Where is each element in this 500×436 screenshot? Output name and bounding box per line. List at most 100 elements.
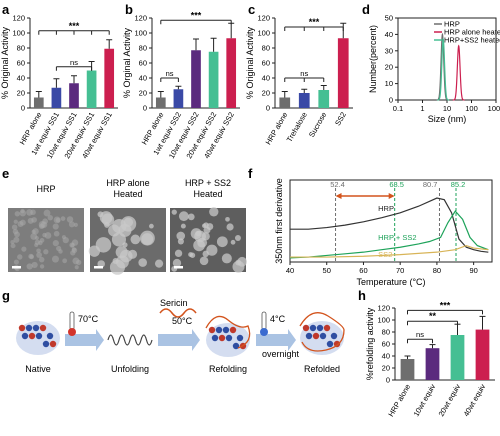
series-label-f-1: HRP + SS2 (378, 233, 416, 242)
bar-b-3 (208, 51, 219, 108)
tem-particle-0 (70, 250, 76, 256)
tem-particle-2 (206, 244, 218, 256)
y-axis-label-b: % Orginal Activity (122, 27, 132, 98)
x-tick-label-f: 60 (359, 266, 367, 275)
y-tick-label-a: 40 (17, 74, 25, 83)
bar-c-3 (337, 38, 349, 108)
refolding-protein-helix (232, 342, 240, 350)
tem-particle-2 (201, 223, 207, 228)
tem-particle-0 (31, 229, 36, 234)
tem-particle-1 (88, 245, 101, 257)
bar-c-2 (318, 90, 330, 108)
category-label-c-2: Sucrose (307, 111, 329, 139)
step-sericin: Sericin (160, 298, 188, 308)
x-tick-label-d: 0.1 (393, 104, 403, 113)
tem-particle-0 (74, 265, 79, 270)
panel-label-g: g (2, 288, 10, 303)
tem-particle-0 (52, 240, 59, 247)
x-tick-label-d: 10 (443, 104, 451, 113)
y-axis-label-a: % Original Activity (0, 26, 10, 99)
tem-particle-2 (225, 216, 230, 222)
bar-a-4 (104, 48, 115, 108)
y-tick-label-d: 40 (385, 30, 393, 39)
refolded-protein-helix (326, 340, 334, 348)
arrow-head-left (335, 193, 342, 199)
stage-label-3: Refolded (304, 364, 340, 374)
y-tick-label-c: 60 (262, 59, 270, 68)
tem-particle-0 (39, 264, 45, 269)
tem-particle-0 (62, 237, 69, 244)
scale-bar-0 (12, 266, 21, 269)
y-tick-label-a: 60 (17, 59, 25, 68)
tem-particle-0 (36, 248, 41, 254)
y-tick-label-c: 100 (257, 29, 270, 38)
y-tick-label-b: 80 (139, 44, 147, 53)
y-tick-label-a: 80 (17, 44, 25, 53)
plot-frame-f (289, 179, 493, 263)
tem-title-1: Heated (113, 189, 142, 199)
tem-particle-0 (66, 216, 74, 223)
tem-particle-2 (176, 231, 186, 241)
refolded-protein-helix (302, 324, 310, 332)
sig-label-c-1: *** (309, 17, 320, 27)
stage-label-2: Refolding (209, 364, 247, 374)
y-tick-label-h: 60 (382, 340, 390, 349)
marker-label-1: 68.5 (389, 180, 404, 189)
tem-particle-1 (127, 249, 138, 259)
tem-particle-1 (108, 224, 121, 237)
tem-particle-2 (171, 209, 177, 215)
dls-curve-2 (437, 37, 450, 101)
tem-particle-0 (10, 240, 15, 245)
tem-particle-0 (58, 249, 63, 254)
y-tick-label-h: 0 (386, 376, 390, 385)
bar-b-1 (173, 89, 184, 108)
bar-h-3 (475, 329, 490, 380)
bar-h-1 (425, 348, 440, 380)
category-label-c-0: HRP alone (264, 111, 290, 147)
refolding-protein-helix (229, 326, 237, 334)
panel-label-f: f (248, 166, 253, 181)
native-protein-helix (49, 340, 57, 348)
tem-title-2: Heated (193, 189, 222, 199)
tem-particle-0 (47, 214, 53, 221)
step-temp-70: 70°C (78, 314, 99, 324)
tem-particle-2 (178, 211, 189, 222)
tem-particle-0 (43, 249, 49, 255)
native-protein-helix (32, 324, 40, 332)
tem-particle-2 (216, 236, 228, 248)
tem-particle-0 (31, 261, 38, 269)
bar-b-2 (191, 50, 201, 108)
tem-particle-2 (188, 252, 193, 257)
x-tick-label-f: 90 (469, 266, 477, 275)
stage-label-0: Native (25, 364, 51, 374)
category-label-h-0: HRP alone (386, 383, 412, 419)
refolding-protein-helix (208, 326, 216, 334)
sig-label-b-1: *** (191, 10, 202, 20)
native-protein-helix (28, 332, 36, 340)
x-tick-label-d: 1000 (488, 104, 500, 113)
scale-bar-1 (94, 266, 103, 269)
tem-particle-0 (51, 255, 59, 263)
tem-particle-0 (20, 208, 25, 214)
step-overnight: overnight (262, 349, 300, 359)
sericin-strand (159, 308, 197, 318)
series-label-f-2: SS2 (378, 250, 392, 259)
tem-particle-0 (60, 216, 66, 222)
tem-particle-0 (17, 254, 23, 260)
y-tick-label-d: 30 (385, 46, 393, 55)
arrow-head-right (388, 193, 395, 199)
stage-label-1: Unfolding (111, 364, 149, 374)
tem-particle-0 (13, 259, 19, 265)
tem-particle-0 (34, 239, 41, 245)
legend-label-d-1: HRP alone heated (444, 28, 500, 37)
tem-particle-2 (172, 258, 182, 268)
tem-particle-0 (21, 246, 27, 252)
refolded-protein-helix (330, 332, 338, 340)
tem-particle-0 (31, 217, 37, 223)
tem-particle-0 (14, 231, 20, 238)
tem-particle-2 (226, 223, 234, 231)
tem-particle-2 (187, 213, 195, 221)
bar-a-1 (51, 87, 62, 108)
tem-particle-0 (76, 259, 82, 266)
